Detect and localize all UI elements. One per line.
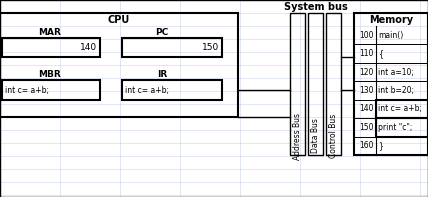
Text: MAR: MAR: [39, 28, 61, 36]
Bar: [376, 100, 428, 118]
Text: int a=10;: int a=10;: [378, 68, 414, 77]
Bar: [122, 80, 222, 100]
Text: Memory: Memory: [369, 15, 413, 24]
Text: 150: 150: [360, 123, 374, 132]
Bar: [122, 38, 222, 57]
Text: MBR: MBR: [39, 70, 61, 78]
Text: Data Bus: Data Bus: [311, 119, 320, 153]
Text: {: {: [378, 49, 383, 58]
Text: 140: 140: [360, 104, 374, 113]
Text: int c= a+b;: int c= a+b;: [378, 104, 422, 113]
Text: 150: 150: [202, 43, 219, 52]
Bar: [376, 118, 428, 137]
Text: Address Bus: Address Bus: [293, 112, 302, 160]
Text: 120: 120: [360, 68, 374, 77]
Bar: [2, 80, 100, 100]
Bar: [290, 13, 305, 155]
Text: }: }: [378, 141, 383, 150]
Text: Control Bus: Control Bus: [329, 114, 338, 158]
Text: int b=20;: int b=20;: [378, 86, 414, 95]
Bar: [354, 13, 428, 155]
Text: 130: 130: [360, 86, 374, 95]
Text: int c= a+b;: int c= a+b;: [125, 85, 169, 95]
Text: print "c";: print "c";: [378, 123, 412, 132]
Text: IR: IR: [157, 70, 167, 78]
Bar: [308, 13, 323, 155]
Text: System bus: System bus: [284, 2, 348, 11]
Text: main(): main(): [378, 31, 403, 40]
Text: int c= a+b;: int c= a+b;: [5, 85, 49, 95]
Text: 140: 140: [80, 43, 97, 52]
Text: 110: 110: [360, 49, 374, 58]
Bar: [326, 13, 341, 155]
Text: 100: 100: [360, 31, 374, 40]
Text: CPU: CPU: [108, 15, 130, 24]
Text: PC: PC: [155, 28, 169, 36]
Bar: [0, 13, 238, 117]
Text: 160: 160: [360, 141, 374, 150]
Bar: [2, 38, 100, 57]
